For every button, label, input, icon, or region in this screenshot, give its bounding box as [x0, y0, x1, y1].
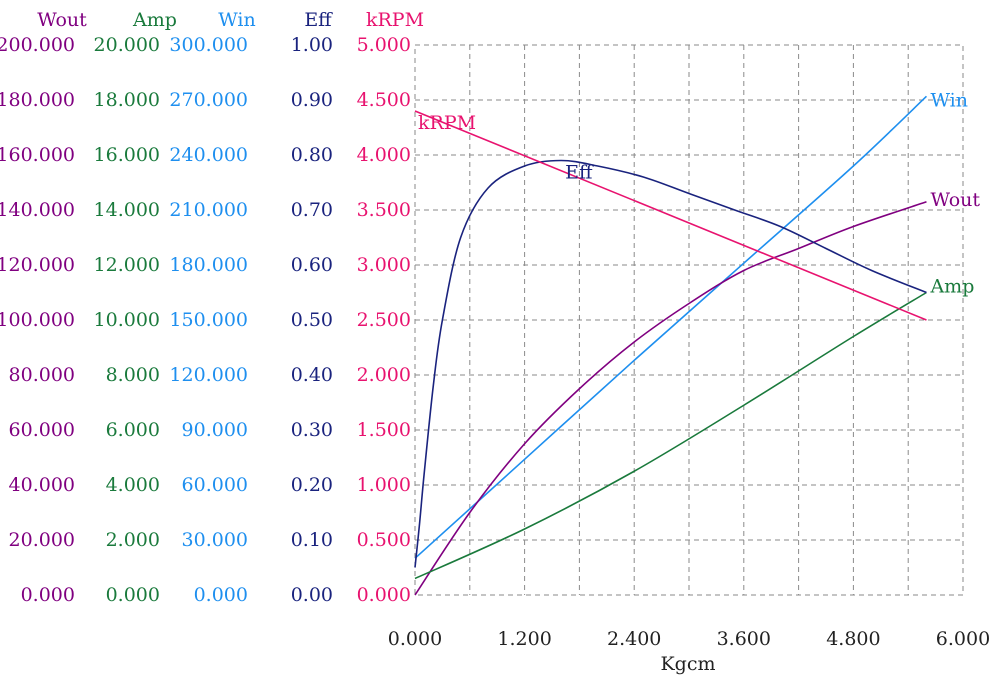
series-label-krpm: kRPM: [418, 112, 476, 134]
y-tick-wout: 0.000: [21, 584, 75, 606]
y-tick-amp: 4.000: [106, 474, 160, 496]
y-tick-amp: 18.000: [94, 89, 160, 111]
x-axis-label: Kgcm: [660, 653, 715, 675]
y-tick-wout: 80.000: [9, 364, 75, 386]
y-tick-amp: 14.000: [94, 199, 160, 221]
series-line-amp: [414, 291, 927, 580]
y-tick-amp: 12.000: [94, 254, 160, 276]
y-tick-amp: 16.000: [94, 144, 160, 166]
y-tick-win: 90.000: [182, 419, 248, 441]
axis-header-krpm: kRPM: [366, 9, 424, 31]
y-tick-eff: 0.10: [291, 529, 333, 551]
series-line-eff: [414, 159, 927, 568]
y-tick-eff: 0.50: [291, 309, 333, 331]
y-tick-win: 120.000: [169, 364, 248, 386]
y-tick-wout: 100.000: [0, 309, 75, 331]
x-tick-label: 6.000: [936, 628, 990, 650]
y-tick-krpm: 0.000: [357, 584, 411, 606]
y-tick-eff: 0.00: [291, 584, 333, 606]
y-tick-win: 60.000: [182, 474, 248, 496]
y-tick-wout: 20.000: [9, 529, 75, 551]
y-tick-win: 210.000: [169, 199, 248, 221]
y-tick-wout: 120.000: [0, 254, 75, 276]
x-tick-label: 3.600: [717, 628, 771, 650]
y-tick-krpm: 3.500: [357, 199, 411, 221]
y-tick-win: 150.000: [169, 309, 248, 331]
series-label-wout: Wout: [930, 189, 980, 211]
y-tick-win: 180.000: [169, 254, 248, 276]
series-label-win: Win: [930, 89, 968, 111]
y-tick-amp: 2.000: [106, 529, 160, 551]
x-tick-label: 2.400: [607, 628, 661, 650]
y-tick-win: 30.000: [182, 529, 248, 551]
series-label-amp: Amp: [929, 276, 974, 298]
series-label-eff: Eff: [565, 162, 594, 184]
y-tick-eff: 0.60: [291, 254, 333, 276]
y-tick-eff: 0.80: [291, 144, 333, 166]
series-line-wout: [414, 200, 927, 596]
y-tick-amp: 0.000: [106, 584, 160, 606]
y-tick-krpm: 1.000: [357, 474, 411, 496]
y-tick-wout: 180.000: [0, 89, 75, 111]
y-tick-wout: 60.000: [9, 419, 75, 441]
axis-header-amp: Amp: [132, 9, 177, 31]
axis-header-eff: Eff: [304, 9, 333, 31]
y-tick-eff: 0.90: [291, 89, 333, 111]
y-tick-krpm: 5.000: [357, 34, 411, 56]
y-tick-wout: 40.000: [9, 474, 75, 496]
y-tick-amp: 20.000: [94, 34, 160, 56]
y-tick-eff: 0.40: [291, 364, 333, 386]
y-tick-wout: 140.000: [0, 199, 75, 221]
y-tick-eff: 0.20: [291, 474, 333, 496]
axis-header-wout: Wout: [37, 9, 87, 31]
y-tick-krpm: 0.500: [357, 529, 411, 551]
y-tick-amp: 8.000: [106, 364, 160, 386]
series-line-krpm: [414, 110, 927, 321]
y-tick-win: 300.000: [169, 34, 248, 56]
x-tick-label: 4.800: [826, 628, 880, 650]
grid-layer: [414, 44, 964, 596]
y-tick-amp: 6.000: [106, 419, 160, 441]
y-tick-eff: 1.00: [291, 34, 333, 56]
axes-layer: Wout 0.000 20.000 40.000 60.000 80.000 100.000…: [0, 9, 990, 650]
y-tick-wout: 200.000: [0, 34, 75, 56]
x-tick-label: 1.200: [497, 628, 551, 650]
y-tick-amp: 10.000: [94, 309, 160, 331]
y-tick-eff: 0.70: [291, 199, 333, 221]
y-tick-win: 240.000: [169, 144, 248, 166]
axis-header-win: Win: [218, 9, 256, 31]
y-tick-krpm: 2.000: [357, 364, 411, 386]
y-tick-krpm: 2.500: [357, 309, 411, 331]
y-tick-win: 0.000: [194, 584, 248, 606]
y-tick-win: 270.000: [169, 89, 248, 111]
series-line-win: [414, 95, 928, 559]
y-tick-krpm: 4.500: [357, 89, 411, 111]
y-tick-krpm: 1.500: [357, 419, 411, 441]
labels-layer: Win Wout Amp Eff kRPM: [418, 89, 980, 297]
y-tick-krpm: 4.000: [357, 144, 411, 166]
y-tick-wout: 160.000: [0, 144, 75, 166]
y-tick-eff: 0.30: [291, 419, 333, 441]
x-tick-label: 0.000: [388, 628, 442, 650]
y-tick-krpm: 3.000: [357, 254, 411, 276]
series-layer: [414, 95, 928, 596]
